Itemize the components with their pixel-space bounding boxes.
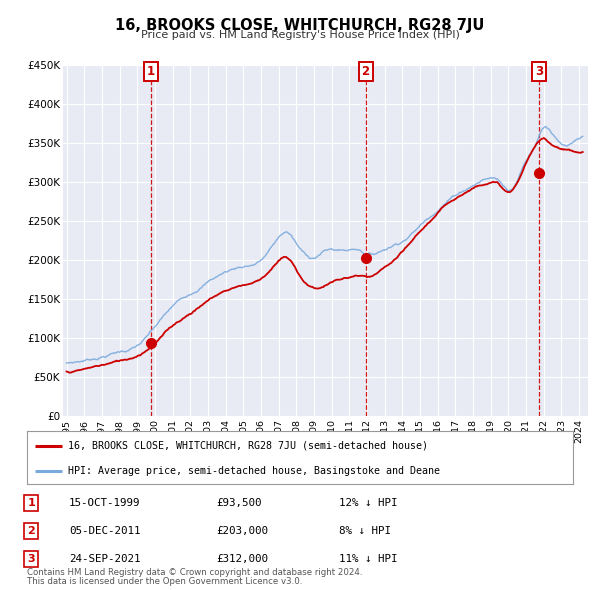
Text: £203,000: £203,000 [216, 526, 268, 536]
Text: 16, BROOKS CLOSE, WHITCHURCH, RG28 7JU (semi-detached house): 16, BROOKS CLOSE, WHITCHURCH, RG28 7JU (… [68, 441, 428, 451]
Text: Price paid vs. HM Land Registry's House Price Index (HPI): Price paid vs. HM Land Registry's House … [140, 30, 460, 40]
Text: 3: 3 [535, 65, 543, 78]
Text: 1: 1 [147, 65, 155, 78]
Text: 16, BROOKS CLOSE, WHITCHURCH, RG28 7JU: 16, BROOKS CLOSE, WHITCHURCH, RG28 7JU [115, 18, 485, 32]
Text: 2: 2 [362, 65, 370, 78]
Text: 8% ↓ HPI: 8% ↓ HPI [339, 526, 391, 536]
Text: 24-SEP-2021: 24-SEP-2021 [69, 555, 140, 564]
Text: 3: 3 [28, 555, 35, 564]
Text: HPI: Average price, semi-detached house, Basingstoke and Deane: HPI: Average price, semi-detached house,… [68, 466, 440, 476]
Text: 12% ↓ HPI: 12% ↓ HPI [339, 498, 397, 507]
Text: 11% ↓ HPI: 11% ↓ HPI [339, 555, 397, 564]
Text: 1: 1 [28, 498, 35, 507]
Text: 15-OCT-1999: 15-OCT-1999 [69, 498, 140, 507]
Text: £312,000: £312,000 [216, 555, 268, 564]
Text: Contains HM Land Registry data © Crown copyright and database right 2024.: Contains HM Land Registry data © Crown c… [27, 568, 362, 577]
Text: 05-DEC-2011: 05-DEC-2011 [69, 526, 140, 536]
Text: 2: 2 [28, 526, 35, 536]
Text: This data is licensed under the Open Government Licence v3.0.: This data is licensed under the Open Gov… [27, 578, 302, 586]
Text: £93,500: £93,500 [216, 498, 262, 507]
